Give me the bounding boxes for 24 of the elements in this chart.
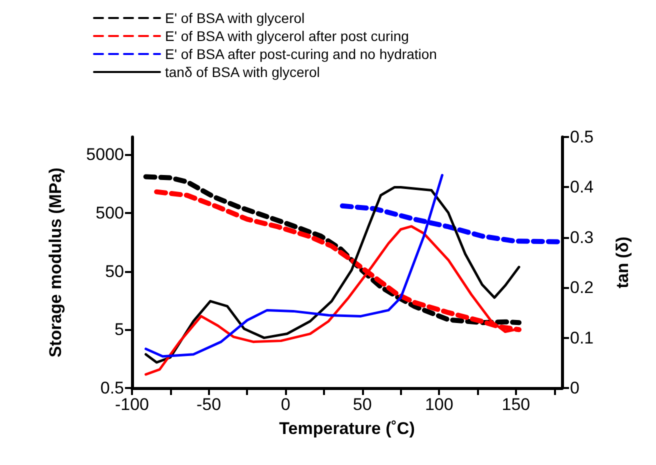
- x-tick-label: 0: [280, 395, 290, 414]
- y2-axis-title: tan (δ): [613, 236, 632, 288]
- y-tick-label: 5000: [86, 145, 124, 164]
- x-tick-label: -50: [196, 395, 222, 414]
- y-tick-label: 50: [105, 262, 124, 281]
- legend-label: tanδ of BSA with glycerol: [165, 64, 320, 80]
- x-axis-title: Temperature (˚C): [279, 419, 415, 438]
- y2-tick-label: 0.1: [570, 328, 594, 348]
- y-tick-label: 500: [96, 203, 124, 222]
- legend-label: E' of BSA after post-curing and no hydration: [165, 46, 437, 62]
- y-axis-title: Storage modulus (MPa): [46, 168, 65, 358]
- y2-tick-label: 0.5: [570, 128, 594, 146]
- y-tick-label: 0.5: [100, 378, 124, 398]
- y2-tick-label: 0.2: [570, 278, 594, 298]
- x-tick-label: 150: [502, 395, 530, 414]
- y2-tick-label: 0.4: [570, 178, 594, 197]
- y2-tick-label: 0: [570, 378, 580, 398]
- x-tick-label: 50: [352, 395, 372, 414]
- x-tick-label: 100: [424, 395, 454, 414]
- y2-tick-label: 0.3: [570, 228, 594, 247]
- legend-label: E' of BSA with glycerol after post curing: [165, 28, 409, 44]
- x-tick-label: -100: [114, 395, 150, 414]
- legend-label: E' of BSA with glycerol: [165, 10, 305, 26]
- y-tick-label: 5: [114, 320, 124, 340]
